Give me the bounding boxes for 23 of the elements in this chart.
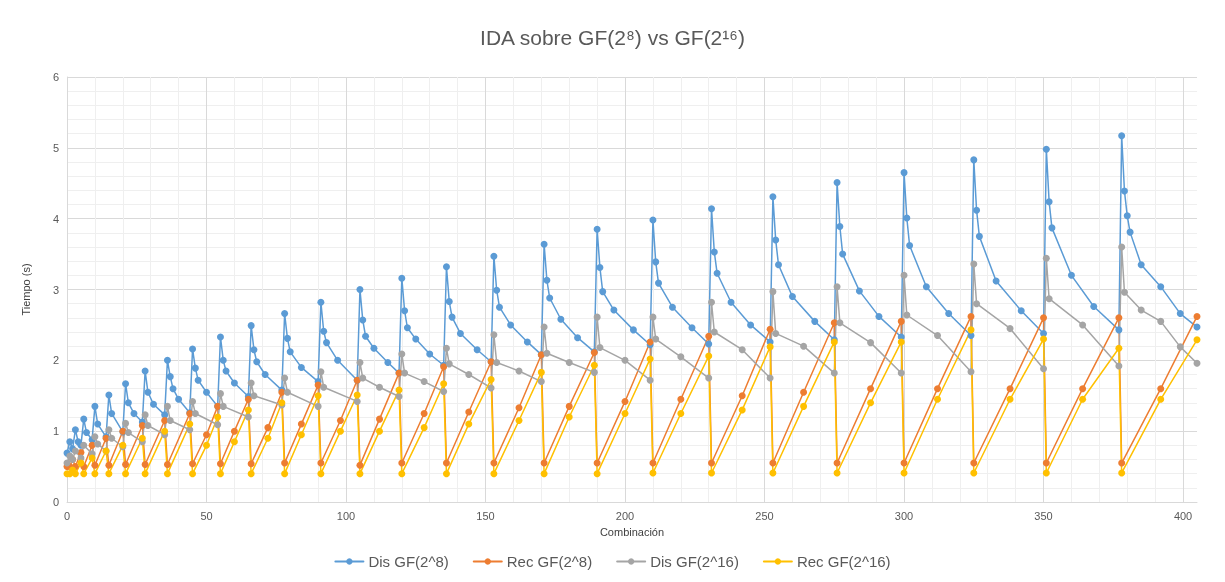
x-tick-label: 50	[200, 509, 213, 522]
x-tick-label: 100	[336, 509, 356, 522]
x-tick-label: 300	[894, 509, 914, 522]
x-tick-label: 0	[63, 509, 71, 522]
y-axis-title: Tiempo (s)	[19, 263, 32, 316]
legend-label: Dis GF(2^8)	[368, 553, 449, 570]
chart-title: IDA sobre GF(2⁸) vs GF(2¹⁶)	[480, 26, 745, 49]
y-tick-label: 3	[52, 283, 59, 296]
x-tick-label: 400	[1173, 509, 1193, 522]
y-tick-label: 2	[52, 354, 59, 367]
x-tick-label: 350	[1034, 509, 1053, 522]
x-axis-title: Combinación	[599, 525, 665, 538]
y-tick-label: 0	[52, 496, 59, 508]
legend-label: Rec GF(2^8)	[506, 553, 593, 570]
y-tick-label: 6	[52, 71, 59, 83]
x-tick-label: 150	[476, 509, 495, 522]
y-tick-label: 5	[52, 141, 59, 154]
x-tick-label: 250	[755, 509, 774, 522]
y-tick-label: 1	[52, 425, 59, 438]
y-tick-label: 4	[52, 212, 59, 225]
x-tick-label: 200	[615, 509, 635, 522]
legend-label: Rec GF(2^16)	[796, 553, 891, 570]
legend-label: Dis GF(2^16)	[650, 553, 739, 570]
